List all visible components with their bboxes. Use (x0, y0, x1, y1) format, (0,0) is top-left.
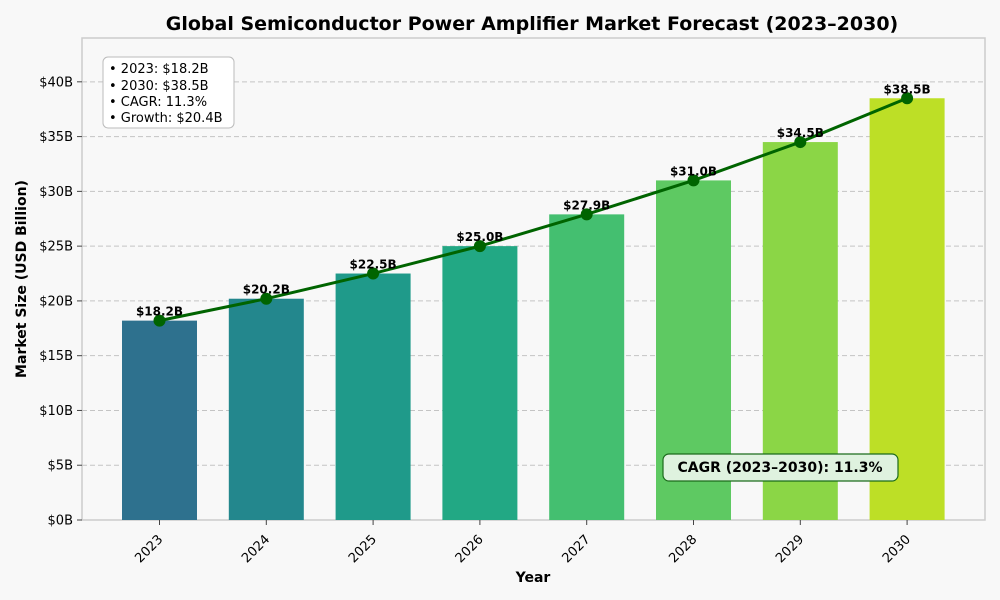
y-tick-label: $5B (48, 459, 73, 474)
data-label: $20.2B (243, 283, 290, 297)
cagr-annotation-text: CAGR (2023–2030): 11.3% (677, 460, 882, 476)
y-tick-label: $30B (39, 185, 73, 200)
trend-point (473, 240, 486, 253)
cagr-annotation: CAGR (2023–2030): 11.3% (662, 453, 899, 482)
x-axis-ticks: 2023 2024 2025 2026 2027 2028 2029 2030 (132, 520, 914, 566)
x-tick-label: 2025 (346, 532, 380, 566)
x-tick-label: 2029 (773, 532, 807, 566)
data-label: $27.9B (563, 198, 610, 212)
trend-point (260, 292, 273, 305)
bar (122, 320, 197, 520)
y-tick-label: $40B (39, 75, 73, 90)
data-label: $22.5B (350, 258, 397, 272)
trend-point (687, 174, 700, 187)
info-box-line: • CAGR: 11.3% (109, 95, 207, 110)
y-tick-label: $35B (39, 130, 73, 145)
x-tick-label: 2023 (132, 532, 166, 566)
trend-point (367, 267, 380, 280)
y-tick-label: $15B (39, 349, 73, 364)
x-tick-label: 2024 (239, 532, 273, 566)
info-box-line: • 2023: $18.2B (109, 62, 209, 77)
x-tick-label: 2030 (880, 532, 914, 566)
data-labels: $18.2B $20.2B $22.5B $25.0B $27.9B $31.0B $34.… (136, 82, 931, 318)
bar (228, 298, 304, 520)
info-box: • 2023: $18.2B • 2030: $38.5B • CAGR: 11… (102, 56, 235, 129)
trend-point (580, 208, 593, 221)
bar (869, 98, 945, 520)
data-label: $25.0B (456, 230, 503, 244)
info-box-line: • Growth: $20.4B (109, 111, 223, 126)
chart-title: Global Semiconductor Power Amplifier Mar… (166, 13, 898, 35)
y-tick-label: $25B (39, 240, 73, 255)
bar (335, 273, 411, 520)
y-axis-ticks: $0B $5B $10B $15B $20B $25B $30B $35B $40B (39, 75, 82, 529)
info-box-line: • 2030: $38.5B (109, 79, 209, 94)
y-tick-label: $10B (39, 404, 73, 419)
trend-line (153, 92, 914, 327)
x-tick-label: 2027 (560, 532, 594, 566)
data-label: $18.2B (136, 305, 183, 319)
x-tick-label: 2028 (666, 532, 700, 566)
y-tick-label: $0B (48, 514, 73, 529)
y-axis-label: Market Size (USD Billion) (14, 180, 30, 378)
cagr-annotation-box (662, 453, 899, 482)
data-label: $38.5B (884, 82, 931, 96)
x-axis-label: Year (515, 570, 551, 586)
bar (549, 214, 625, 521)
x-tick-label: 2026 (453, 532, 487, 566)
data-label: $34.5B (777, 126, 824, 140)
trend-point (901, 92, 914, 105)
y-tick-label: $20B (39, 294, 73, 309)
trend-line-path (159, 96, 908, 323)
info-box-frame (102, 56, 235, 129)
bar (442, 246, 518, 521)
trend-point (794, 136, 807, 149)
trend-point (153, 314, 166, 327)
data-label: $31.0B (670, 164, 717, 178)
bars (122, 98, 945, 521)
